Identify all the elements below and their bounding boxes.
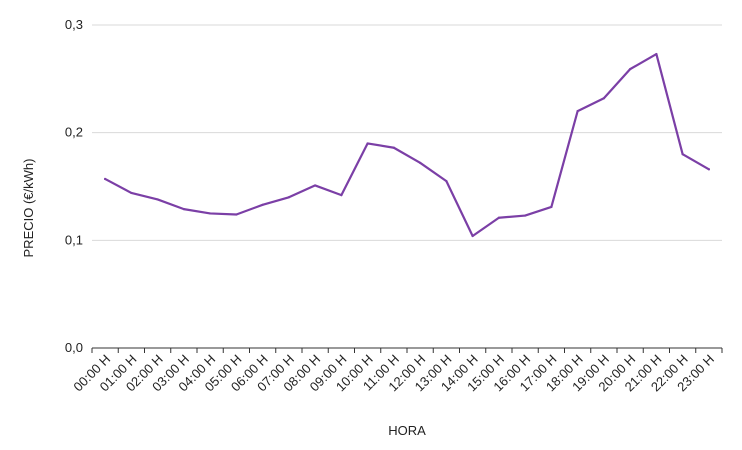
x-axis-title: HORA — [388, 423, 426, 438]
data-point — [445, 180, 448, 183]
data-point — [287, 196, 290, 199]
data-point — [602, 97, 605, 100]
y-tick-label: 0,0 — [65, 340, 83, 355]
data-point — [235, 213, 238, 216]
y-tick-label: 0,2 — [65, 125, 83, 140]
y-axis-title: PRECIO (€/kWh) — [21, 159, 36, 258]
data-point — [550, 205, 553, 209]
data-point — [261, 203, 264, 206]
data-point — [629, 68, 632, 71]
data-point — [104, 177, 107, 181]
price-series-line — [104, 52, 710, 238]
data-point — [524, 214, 527, 217]
data-point — [707, 168, 710, 171]
data-point — [392, 146, 395, 149]
data-point — [471, 234, 474, 238]
data-point — [576, 110, 579, 113]
x-axis-ticks: 00:00 H01:00 H02:00 H03:00 H04:00 H05:00… — [70, 348, 723, 394]
data-point — [497, 216, 500, 219]
data-point — [314, 184, 317, 187]
y-tick-label: 0,3 — [65, 17, 83, 32]
data-point — [419, 161, 422, 164]
y-axis-ticks: 0,0 0,1 0,2 0,3 — [65, 17, 83, 355]
data-point — [209, 212, 212, 215]
data-point — [655, 52, 658, 56]
series-layer — [104, 52, 710, 238]
data-point — [340, 194, 343, 197]
data-point — [366, 142, 369, 145]
y-tick-label: 0,1 — [65, 232, 83, 247]
data-point — [130, 191, 133, 195]
data-point — [156, 198, 159, 201]
data-point — [182, 208, 185, 211]
data-point — [681, 153, 684, 156]
